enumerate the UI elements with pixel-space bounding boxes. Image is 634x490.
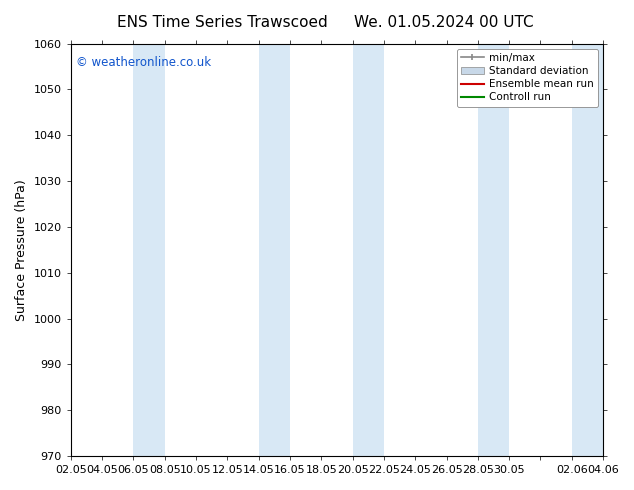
Bar	[353, 44, 384, 456]
Bar	[478, 44, 509, 456]
Bar	[133, 44, 165, 456]
Text: ENS Time Series Trawscoed: ENS Time Series Trawscoed	[117, 15, 327, 30]
Text: © weatheronline.co.uk: © weatheronline.co.uk	[76, 56, 211, 69]
Bar	[259, 44, 290, 456]
Text: We. 01.05.2024 00 UTC: We. 01.05.2024 00 UTC	[354, 15, 534, 30]
Legend: min/max, Standard deviation, Ensemble mean run, Controll run: min/max, Standard deviation, Ensemble me…	[456, 49, 598, 107]
Bar	[572, 44, 603, 456]
Y-axis label: Surface Pressure (hPa): Surface Pressure (hPa)	[15, 179, 28, 320]
